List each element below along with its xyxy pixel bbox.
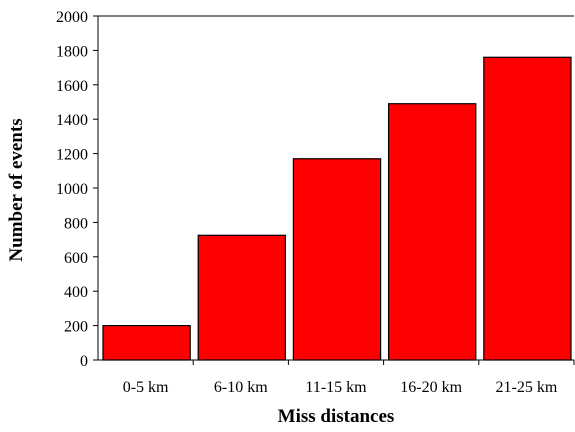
y-tick-label: 1800 (56, 43, 88, 60)
x-axis-ticks: 0-5 km 6-10 km 11-15 km 16-20 km 21-25 km (123, 360, 575, 396)
x-tick-label: 21-25 km (496, 379, 558, 396)
x-tick-label: 11-15 km (305, 379, 367, 396)
y-tick-label: 1000 (56, 181, 88, 198)
bar (197, 234, 286, 361)
y-tick-label: 0 (80, 353, 88, 370)
x-axis-title: Miss distances (278, 406, 395, 427)
y-axis-ticks: 0 200 400 600 800 1000 1200 1400 1600 1800 2000 (56, 9, 98, 370)
x-tick-label: 6-10 km (214, 379, 268, 396)
x-tick-label: 16-20 km (400, 379, 462, 396)
y-tick-label: 400 (64, 284, 88, 301)
bars-group (102, 56, 572, 361)
y-tick-label: 2000 (56, 9, 88, 26)
y-tick-label: 800 (64, 215, 88, 232)
y-tick-label: 1600 (56, 78, 88, 95)
y-tick-label: 200 (64, 319, 88, 336)
bar (483, 56, 572, 361)
x-tick-label: 0-5 km (123, 379, 169, 396)
y-tick-label: 1200 (56, 147, 88, 164)
bar (292, 158, 382, 361)
bar (102, 325, 191, 361)
y-axis-title: Number of events (6, 118, 27, 261)
y-tick-label: 600 (64, 250, 88, 267)
y-tick-label: 1400 (56, 112, 88, 129)
bar (388, 103, 477, 361)
